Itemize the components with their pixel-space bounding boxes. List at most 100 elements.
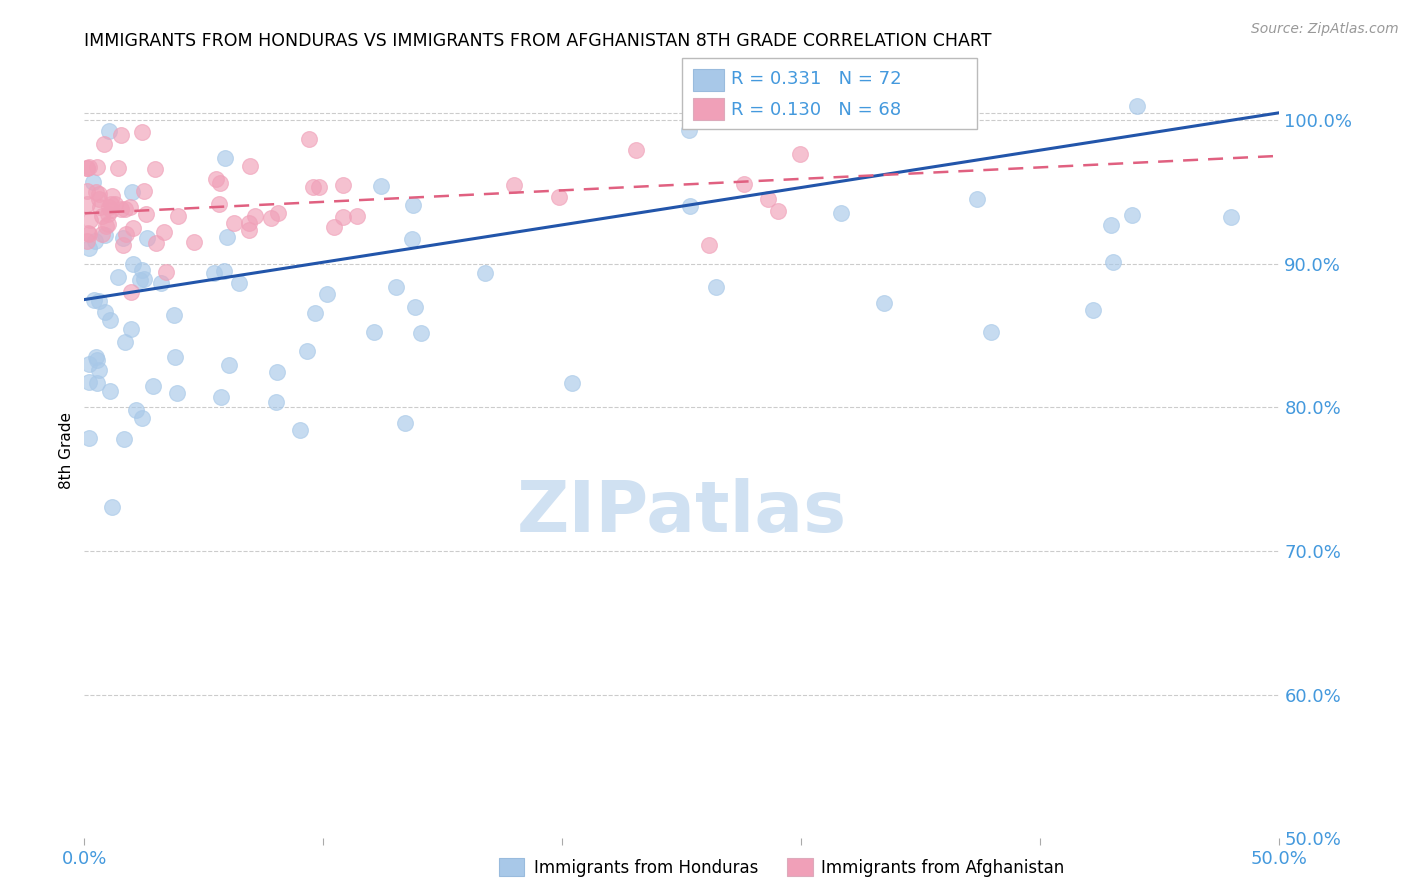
- Point: [136, 231, 159, 245]
- Point: [679, 199, 702, 213]
- Point: [89, 193, 111, 207]
- Point: [110, 202, 132, 217]
- Point: [1101, 255, 1123, 269]
- Point: [204, 172, 226, 186]
- Point: [114, 202, 136, 216]
- Y-axis label: 8th Grade: 8th Grade: [59, 412, 75, 489]
- Point: [125, 403, 148, 417]
- Point: [370, 179, 392, 194]
- Point: [111, 231, 134, 245]
- Point: [110, 128, 132, 143]
- Point: [131, 411, 153, 425]
- Point: [121, 185, 143, 199]
- Point: [77, 431, 100, 445]
- Point: [304, 306, 326, 320]
- Point: [98, 313, 121, 327]
- Point: [118, 200, 141, 214]
- Point: [89, 201, 111, 215]
- Point: [166, 209, 188, 223]
- Point: [77, 160, 100, 174]
- Point: [561, 376, 583, 390]
- Point: [79, 213, 101, 227]
- Point: [346, 210, 368, 224]
- Point: [332, 178, 354, 193]
- Bar: [787, 858, 813, 876]
- Point: [145, 235, 167, 250]
- Point: [87, 293, 110, 308]
- Bar: [693, 69, 724, 91]
- Point: [153, 225, 176, 239]
- Point: [91, 227, 114, 241]
- Point: [122, 256, 145, 270]
- Point: [1099, 219, 1122, 233]
- Point: [163, 350, 186, 364]
- Point: [77, 375, 100, 389]
- Point: [706, 280, 728, 294]
- Point: [238, 222, 260, 236]
- Point: [77, 357, 100, 371]
- Point: [100, 189, 122, 203]
- Point: [409, 326, 432, 340]
- Point: [1121, 208, 1143, 222]
- Point: [243, 209, 266, 223]
- Text: Immigrants from Afghanistan: Immigrants from Afghanistan: [821, 859, 1064, 877]
- Point: [404, 300, 426, 314]
- Point: [626, 144, 648, 158]
- Text: Source: ZipAtlas.com: Source: ZipAtlas.com: [1251, 22, 1399, 37]
- Point: [316, 287, 339, 301]
- Point: [322, 220, 344, 235]
- Point: [76, 161, 98, 176]
- Point: [82, 175, 104, 189]
- Point: [103, 197, 125, 211]
- Point: [332, 211, 354, 225]
- Point: [966, 192, 988, 206]
- Point: [1126, 98, 1149, 112]
- Point: [84, 186, 107, 200]
- Point: [363, 325, 385, 339]
- Point: [76, 185, 98, 199]
- Point: [266, 365, 288, 379]
- Point: [112, 432, 135, 446]
- Point: [131, 125, 153, 139]
- Point: [394, 416, 416, 430]
- Point: [100, 202, 122, 217]
- Point: [297, 344, 319, 359]
- Point: [91, 210, 114, 224]
- Point: [288, 423, 311, 437]
- Point: [260, 211, 283, 225]
- Point: [87, 187, 110, 202]
- Point: [84, 350, 107, 364]
- Point: [77, 227, 100, 241]
- Point: [97, 200, 120, 214]
- Bar: [499, 858, 524, 876]
- Point: [77, 226, 100, 240]
- Point: [114, 334, 136, 349]
- Point: [93, 136, 115, 151]
- Point: [830, 206, 852, 220]
- Point: [149, 277, 172, 291]
- Point: [267, 206, 290, 220]
- Point: [202, 267, 225, 281]
- Point: [107, 269, 129, 284]
- Point: [209, 390, 232, 404]
- Point: [756, 192, 779, 206]
- Point: [101, 500, 124, 514]
- Point: [264, 394, 287, 409]
- Point: [83, 293, 105, 307]
- Point: [209, 176, 232, 190]
- Point: [98, 124, 121, 138]
- Point: [120, 322, 142, 336]
- Point: [131, 263, 153, 277]
- Point: [76, 161, 98, 175]
- Point: [86, 353, 108, 368]
- Point: [114, 227, 136, 241]
- Point: [77, 241, 100, 255]
- Point: [107, 161, 129, 175]
- Point: [166, 385, 188, 400]
- Point: [298, 131, 321, 145]
- Point: [401, 232, 423, 246]
- Point: [212, 263, 235, 277]
- Point: [214, 151, 236, 165]
- Point: [980, 325, 1002, 339]
- Point: [142, 379, 165, 393]
